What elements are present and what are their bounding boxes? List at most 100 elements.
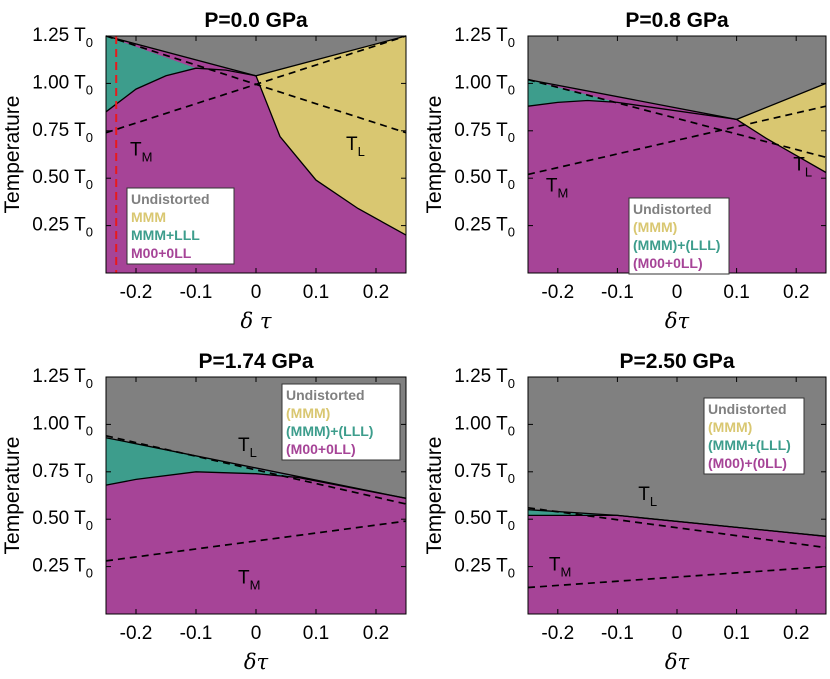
y-tick-label: 0.50 T0 — [32, 167, 93, 192]
legend-entry: Undistorted — [131, 191, 210, 207]
legend-entry: Undistorted — [708, 401, 787, 417]
curve-label-subscript: M — [142, 149, 153, 164]
x-tick-label: 0.1 — [723, 282, 749, 303]
y-tick-subscript: 0 — [86, 423, 93, 438]
x-axis-label: δ τ — [241, 309, 272, 333]
y-tick-label: 0.75 T0 — [454, 120, 515, 145]
dashed-line-t-l — [527, 78, 827, 159]
x-tick-label: -0.1 — [601, 282, 634, 303]
x-tick-label: 0 — [251, 623, 262, 644]
dashed-line-t-l — [105, 434, 407, 505]
y-tick-subscript: 0 — [86, 518, 93, 533]
x-tick-label: -0.1 — [180, 282, 213, 303]
region-undistorted — [106, 36, 406, 76]
y-tick-subscript: 0 — [86, 225, 93, 240]
y-tick-label: 0.75 T0 — [32, 120, 93, 145]
region-mmm — [736, 83, 826, 173]
x-axis-label: δτ — [665, 309, 690, 333]
panel-title: P=1.74 GPa — [199, 350, 314, 373]
x-tick-label: 0.2 — [363, 623, 389, 644]
y-tick-subscript: 0 — [508, 566, 515, 581]
x-tick-label: 0 — [672, 282, 683, 303]
legend-entry: (M00+0LL) — [633, 255, 703, 271]
y-tick-label: 1.25 T0 — [32, 366, 93, 391]
y-axis-label: Temperature — [423, 437, 446, 555]
legend-entry: (M00+0LL) — [286, 441, 356, 457]
y-axis-label: Temperature — [1, 437, 24, 555]
legend-entry: MMM+LLL — [131, 227, 200, 243]
dashed-line-t-m — [527, 565, 827, 589]
x-tick-label: -0.2 — [541, 623, 574, 644]
curve-label-subscript: L — [650, 494, 657, 509]
curve-label-subscript: L — [805, 165, 812, 180]
y-tick-subscript: 0 — [86, 177, 93, 192]
y-tick-subscript: 0 — [508, 177, 515, 192]
x-tick-label: 0.2 — [783, 282, 809, 303]
x-tick-label: -0.2 — [541, 282, 574, 303]
legend-entry: Undistorted — [286, 387, 365, 403]
curve-label-subscript: M — [557, 185, 568, 200]
y-tick-label: 0.25 T0 — [32, 556, 93, 581]
y-tick-subscript: 0 — [86, 471, 93, 486]
y-tick-label: 1.00 T0 — [454, 413, 515, 438]
x-tick-label: -0.2 — [120, 282, 153, 303]
y-tick-subscript: 0 — [508, 518, 515, 533]
panel-title: P=0.0 GPa — [204, 9, 308, 32]
x-axis-label: δτ — [244, 650, 269, 674]
dashed-line-t-l — [527, 506, 827, 549]
region-undistorted — [528, 36, 826, 120]
y-axis-label: Temperature — [423, 96, 446, 214]
y-tick-subscript: 0 — [86, 376, 93, 391]
legend: Undistorted (MMM) (MMM+(LLL) (M00)+(0LL) — [703, 397, 805, 475]
y-tick-label: 0.25 T0 — [32, 215, 93, 240]
y-tick-label: 1.25 T0 — [454, 25, 515, 50]
y-axis-label: Temperature — [1, 96, 24, 214]
y-tick-subscript: 0 — [508, 35, 515, 50]
y-tick-subscript: 0 — [86, 82, 93, 97]
phase-boundary-lower — [527, 99, 827, 174]
y-tick-label: 0.75 T0 — [32, 461, 93, 486]
x-tick-label: -0.1 — [601, 623, 634, 644]
x-tick-label: 0.2 — [783, 623, 809, 644]
legend-entry: (MMM) — [633, 219, 677, 235]
x-tick-label: 0.1 — [303, 282, 329, 303]
y-tick-subscript: 0 — [508, 130, 515, 145]
y-tick-label: 0.75 T0 — [454, 461, 515, 486]
y-tick-label: 0.25 T0 — [454, 556, 515, 581]
phase-boundary-upper — [527, 78, 827, 121]
y-tick-subscript: 0 — [86, 35, 93, 50]
region-mmm-lll — [528, 79, 618, 107]
x-tick-label: -0.1 — [180, 623, 213, 644]
y-tick-label: 1.00 T0 — [454, 72, 515, 97]
legend: Undistorted MMM MMM+LLL M00+0LL — [126, 187, 235, 265]
legend-box — [281, 383, 401, 461]
x-tick-label: 0.1 — [723, 623, 749, 644]
y-tick-label: 1.25 T0 — [454, 366, 515, 391]
y-tick-label: 1.25 T0 — [32, 25, 93, 50]
legend-entry: (MMM+(LLL) — [708, 437, 791, 453]
y-tick-subscript: 0 — [86, 566, 93, 581]
panel-title: P=2.50 GPa — [620, 350, 735, 373]
legend-entry: (MMM) — [286, 405, 330, 421]
y-tick-label: 0.25 T0 — [454, 215, 515, 240]
y-tick-subscript: 0 — [508, 376, 515, 391]
x-tick-label: 0.1 — [303, 623, 329, 644]
y-tick-subscript: 0 — [508, 471, 515, 486]
panel-title: P=0.8 GPa — [625, 9, 729, 32]
y-tick-label: 1.00 T0 — [32, 72, 93, 97]
x-tick-label: 0.2 — [363, 282, 389, 303]
y-tick-subscript: 0 — [508, 82, 515, 97]
dashed-line-t-l — [105, 35, 407, 134]
dashed-line-t-m — [105, 520, 407, 562]
legend-entry: (M00)+(0LL) — [708, 455, 787, 471]
curve-label-subscript: M — [250, 578, 261, 593]
region-mmm — [256, 36, 406, 236]
legend-entry: M00+0LL — [131, 245, 192, 261]
x-tick-label: -0.2 — [120, 623, 153, 644]
x-tick-label: 0 — [251, 282, 262, 303]
